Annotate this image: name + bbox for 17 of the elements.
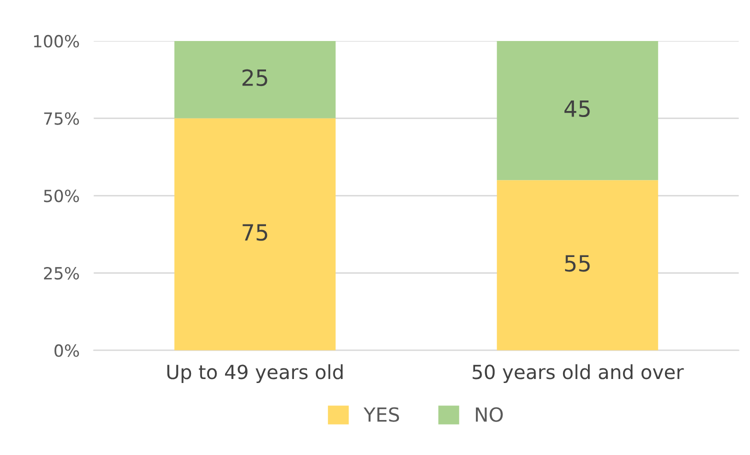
legend-label: YES xyxy=(364,407,400,422)
y-tick-label: 75% xyxy=(44,112,79,125)
bar xyxy=(174,40,336,118)
data-label: 25 xyxy=(242,69,268,86)
data-label: 75 xyxy=(242,224,268,241)
y-tick-label: 25% xyxy=(44,266,79,280)
y-tick-label: 50% xyxy=(44,190,79,202)
y-tick-label: 100% xyxy=(34,34,79,48)
bar xyxy=(496,40,658,180)
legend-label: NO xyxy=(476,407,503,422)
y-tick-label: 0% xyxy=(54,344,79,357)
x-tick-label: Up to 49 years old xyxy=(167,364,343,384)
data-label: 55 xyxy=(565,255,590,272)
x-tick-label: 50 years old and over xyxy=(472,364,684,384)
bar xyxy=(496,180,658,350)
data-label: 45 xyxy=(564,100,590,118)
bar xyxy=(174,118,336,350)
